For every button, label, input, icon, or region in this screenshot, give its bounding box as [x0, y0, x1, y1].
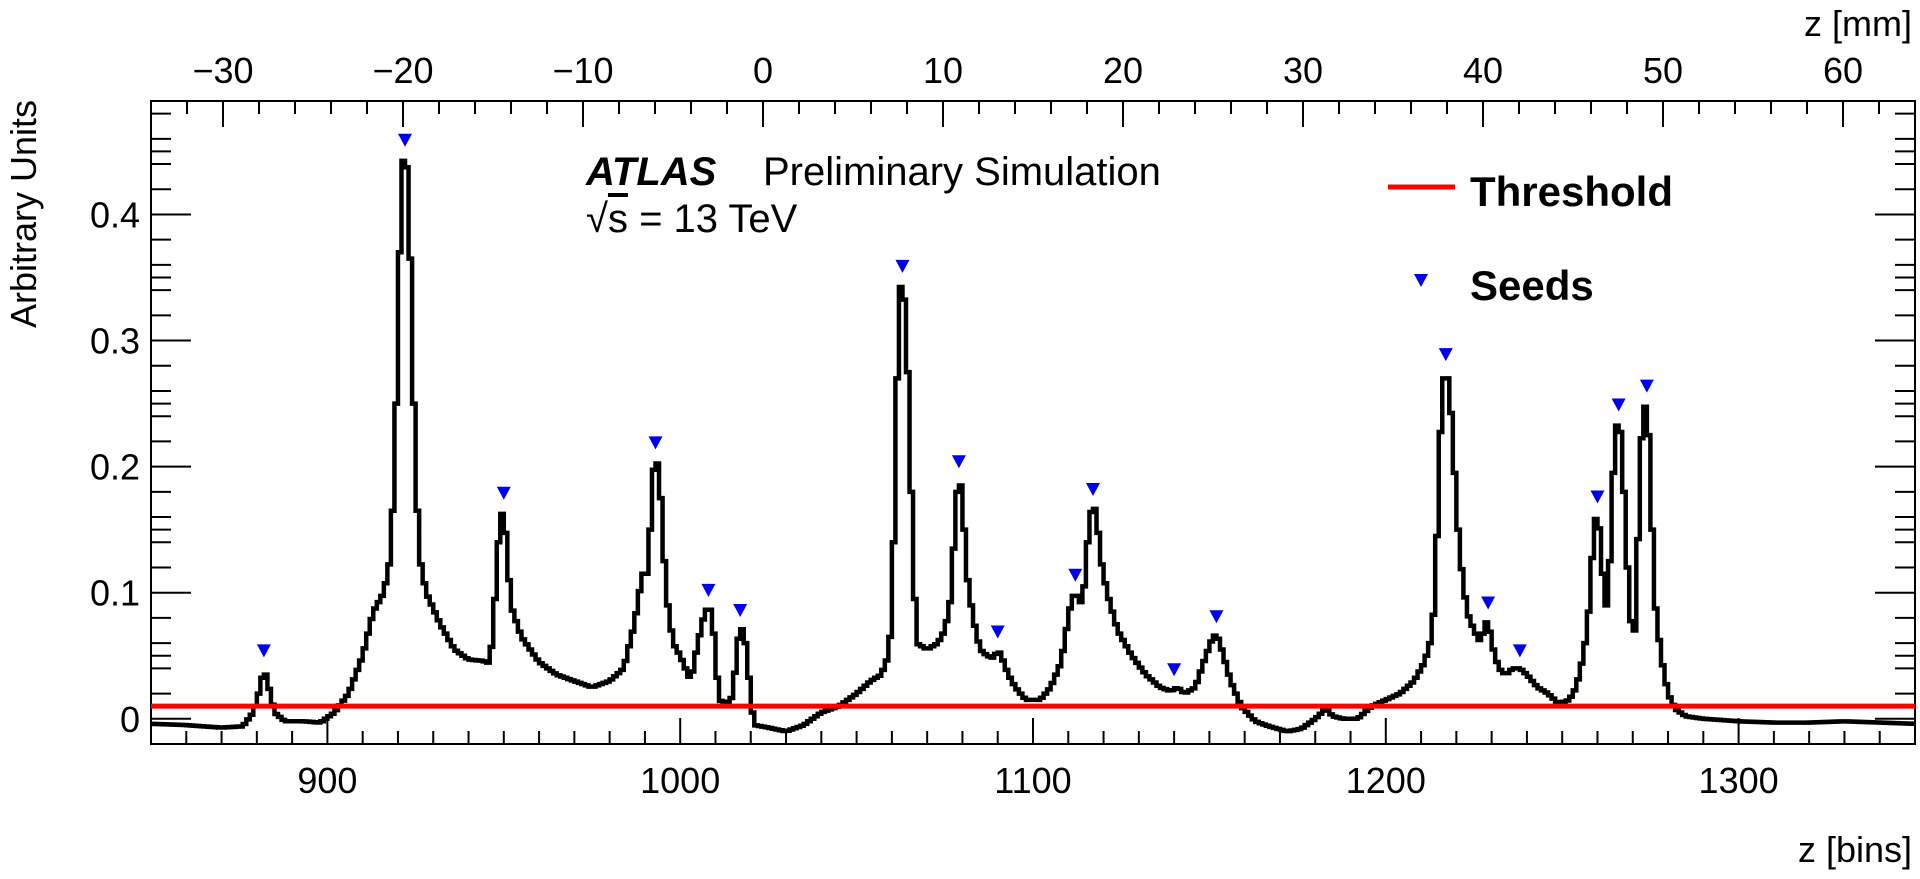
atlas-label: ATLAS	[585, 150, 717, 194]
seed-marker	[1085, 482, 1100, 496]
seed-marker	[1611, 398, 1626, 412]
seed-marker	[496, 486, 511, 500]
x-axis-label: z [bins]	[1798, 829, 1912, 870]
bottom-axis-ticks: 900 1000 1100 1200 1300	[150, 718, 1916, 801]
y-axis-label: Arbitrary Units	[3, 100, 44, 328]
left-axis-ticks: 0 0.1 0.2 0.3 0.4	[90, 112, 1915, 745]
seed-marker	[701, 583, 716, 597]
x2-tick-label: 30	[1283, 50, 1323, 91]
seed-marker	[256, 644, 271, 658]
y-tick-label: 0.1	[90, 573, 140, 614]
x-tick-label: 1100	[994, 760, 1071, 801]
top-axis-ticks: −30 −20 −10 0 10 20 30 40 50 60	[150, 50, 1916, 127]
seed-marker	[1438, 348, 1453, 362]
x2-tick-label: 0	[753, 50, 773, 91]
atlas-tag: Preliminary Simulation	[763, 150, 1161, 194]
x2-tick-label: −30	[192, 50, 253, 91]
legend-seeds-label: Seeds	[1470, 262, 1594, 309]
energy-sqrt: √	[586, 197, 608, 241]
seed-marker	[1209, 610, 1224, 624]
seed-marker	[733, 604, 748, 618]
x2-tick-label: 10	[923, 50, 963, 91]
histogram-line	[151, 158, 1915, 734]
seed-markers	[256, 133, 1654, 677]
x-tick-label: 900	[297, 760, 357, 801]
x2-tick-label: 60	[1823, 50, 1863, 91]
seed-marker	[648, 436, 663, 450]
x-tick-label: 1300	[1699, 760, 1779, 801]
x2-tick-label: 50	[1643, 50, 1683, 91]
seed-marker	[1481, 596, 1496, 610]
legend-threshold-label: Threshold	[1470, 168, 1673, 215]
x2-tick-label: −20	[372, 50, 433, 91]
legend-seeds-marker	[1414, 274, 1428, 287]
x-tick-label: 1000	[640, 760, 720, 801]
legend: Threshold Seeds	[1388, 168, 1673, 309]
seed-marker	[1590, 490, 1605, 504]
x2-tick-label: −10	[552, 50, 613, 91]
seed-marker	[951, 455, 966, 469]
seed-marker	[398, 133, 413, 147]
y-tick-label: 0.3	[90, 321, 140, 362]
seed-marker	[1512, 644, 1527, 658]
y-tick-label: 0.2	[90, 447, 140, 488]
seed-marker	[895, 259, 910, 273]
energy-s: s	[608, 197, 628, 241]
y-tick-label: 0	[120, 699, 140, 740]
energy-value: = 13 TeV	[628, 197, 798, 241]
seed-marker	[1068, 568, 1083, 582]
x2-tick-label: 20	[1103, 50, 1143, 91]
x2-tick-label: 40	[1463, 50, 1503, 91]
seed-marker	[990, 625, 1005, 639]
x-tick-label: 1200	[1346, 760, 1426, 801]
y-tick-label: 0.4	[90, 194, 140, 235]
x2-axis-label: z [mm]	[1804, 3, 1912, 44]
seed-marker	[1639, 379, 1654, 393]
seed-marker	[1167, 663, 1182, 677]
energy-label: √s = 13 TeV	[586, 197, 798, 241]
